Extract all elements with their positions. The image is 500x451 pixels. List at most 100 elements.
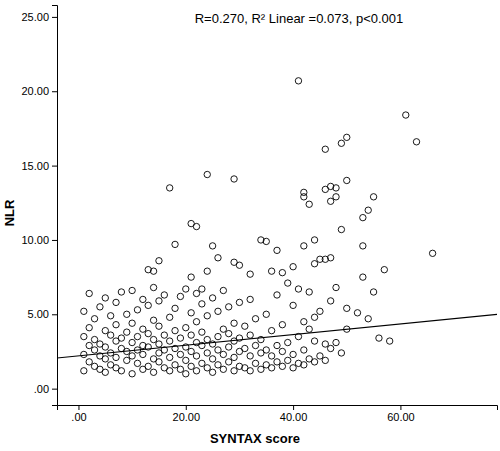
point bbox=[172, 362, 178, 368]
point bbox=[107, 313, 113, 319]
point bbox=[360, 243, 366, 249]
point bbox=[365, 316, 371, 322]
point bbox=[166, 368, 172, 374]
point bbox=[274, 342, 280, 348]
point bbox=[403, 112, 409, 118]
point bbox=[183, 324, 189, 330]
point bbox=[311, 261, 317, 267]
point bbox=[268, 353, 274, 359]
point bbox=[91, 316, 97, 322]
point bbox=[322, 146, 328, 152]
point bbox=[145, 363, 151, 369]
point bbox=[209, 295, 215, 301]
point bbox=[338, 350, 344, 356]
point bbox=[204, 350, 210, 356]
point bbox=[129, 287, 135, 293]
tick: 10.00 bbox=[21, 234, 57, 246]
fit-line bbox=[57, 314, 497, 358]
point bbox=[279, 348, 285, 354]
point bbox=[338, 226, 344, 232]
x-axis-title: SYNTAX score bbox=[210, 431, 300, 446]
point bbox=[290, 351, 296, 357]
point bbox=[118, 368, 124, 374]
point bbox=[301, 243, 307, 249]
point bbox=[327, 255, 333, 261]
point bbox=[102, 295, 108, 301]
point bbox=[204, 268, 210, 274]
point bbox=[81, 351, 87, 357]
tick-mark bbox=[52, 91, 57, 92]
tick-mark bbox=[52, 166, 57, 167]
point bbox=[91, 347, 97, 353]
tick-mark bbox=[78, 405, 79, 410]
point bbox=[279, 363, 285, 369]
point bbox=[274, 247, 280, 253]
point bbox=[226, 330, 232, 336]
point bbox=[102, 369, 108, 375]
point bbox=[193, 368, 199, 374]
point bbox=[381, 266, 387, 272]
point bbox=[236, 262, 242, 268]
point bbox=[140, 326, 146, 332]
point bbox=[333, 185, 339, 191]
point bbox=[413, 139, 419, 145]
point bbox=[263, 311, 269, 317]
point bbox=[231, 176, 237, 182]
point bbox=[220, 326, 226, 332]
point bbox=[306, 201, 312, 207]
tick: 60.00 bbox=[387, 405, 415, 423]
point bbox=[193, 223, 199, 229]
tick-label: .00 bbox=[34, 383, 49, 395]
point bbox=[279, 269, 285, 275]
point bbox=[86, 290, 92, 296]
point bbox=[140, 351, 146, 357]
point bbox=[107, 332, 113, 338]
point bbox=[306, 326, 312, 332]
point bbox=[145, 330, 151, 336]
point bbox=[134, 333, 140, 339]
point bbox=[247, 296, 253, 302]
tick-mark bbox=[400, 405, 401, 410]
point bbox=[268, 268, 274, 274]
point bbox=[209, 243, 215, 249]
point bbox=[193, 319, 199, 325]
point bbox=[86, 324, 92, 330]
scatter-series bbox=[81, 78, 436, 377]
point bbox=[242, 345, 248, 351]
point bbox=[220, 287, 226, 293]
point bbox=[177, 351, 183, 357]
point bbox=[360, 274, 366, 280]
point bbox=[333, 339, 339, 345]
point bbox=[81, 368, 87, 374]
point bbox=[306, 289, 312, 295]
point bbox=[247, 332, 253, 338]
point bbox=[129, 320, 135, 326]
point bbox=[285, 339, 291, 345]
point bbox=[156, 323, 162, 329]
point bbox=[113, 354, 119, 360]
point bbox=[370, 289, 376, 295]
point bbox=[129, 339, 135, 345]
point bbox=[429, 250, 435, 256]
point bbox=[344, 134, 350, 140]
point bbox=[274, 359, 280, 365]
point bbox=[140, 296, 146, 302]
point bbox=[172, 241, 178, 247]
tick-mark bbox=[52, 240, 57, 241]
point bbox=[301, 362, 307, 368]
point bbox=[220, 351, 226, 357]
point bbox=[301, 347, 307, 353]
point bbox=[322, 357, 328, 363]
point bbox=[344, 305, 350, 311]
point bbox=[150, 336, 156, 342]
point bbox=[188, 332, 194, 338]
point bbox=[317, 353, 323, 359]
point bbox=[231, 354, 237, 360]
point bbox=[188, 363, 194, 369]
point bbox=[134, 307, 140, 313]
y-axis-title: NLR bbox=[2, 199, 17, 226]
point bbox=[311, 314, 317, 320]
point bbox=[322, 186, 328, 192]
point bbox=[252, 316, 258, 322]
point bbox=[327, 298, 333, 304]
